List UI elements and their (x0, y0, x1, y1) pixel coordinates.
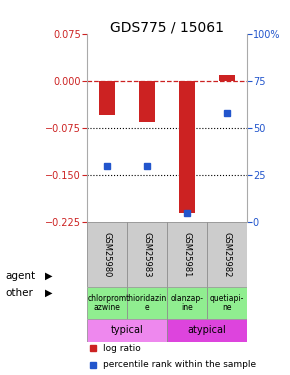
Text: GSM25980: GSM25980 (102, 232, 111, 277)
Text: percentile rank within the sample: percentile rank within the sample (103, 360, 256, 369)
Bar (219, 75, 235, 81)
Bar (167, 222, 206, 287)
Bar (167, 319, 246, 342)
Text: GSM25983: GSM25983 (142, 232, 151, 277)
Text: log ratio: log ratio (103, 344, 141, 352)
Text: GDS775 / 15061: GDS775 / 15061 (110, 21, 224, 34)
Text: GSM25982: GSM25982 (222, 232, 231, 277)
Text: chlorprom
azwine: chlorprom azwine (87, 294, 126, 312)
Text: other: other (6, 288, 34, 298)
Bar (167, 287, 206, 319)
Bar (87, 287, 127, 319)
Bar (127, 287, 167, 319)
Text: olanzap-
ine: olanzap- ine (170, 294, 203, 312)
Text: typical: typical (110, 326, 143, 335)
Bar (207, 222, 246, 287)
Text: GSM25981: GSM25981 (182, 232, 191, 277)
Bar (87, 319, 167, 342)
Bar (179, 81, 195, 213)
Text: atypical: atypical (187, 326, 226, 335)
Text: thioridazin
e: thioridazin e (126, 294, 167, 312)
Bar (139, 81, 155, 122)
Text: ▶: ▶ (45, 271, 52, 280)
Text: agent: agent (6, 271, 36, 280)
Text: ▶: ▶ (45, 288, 52, 298)
Bar (99, 81, 115, 116)
Bar (87, 222, 127, 287)
Bar (127, 222, 167, 287)
Bar (207, 287, 246, 319)
Text: quetiapi-
ne: quetiapi- ne (209, 294, 244, 312)
